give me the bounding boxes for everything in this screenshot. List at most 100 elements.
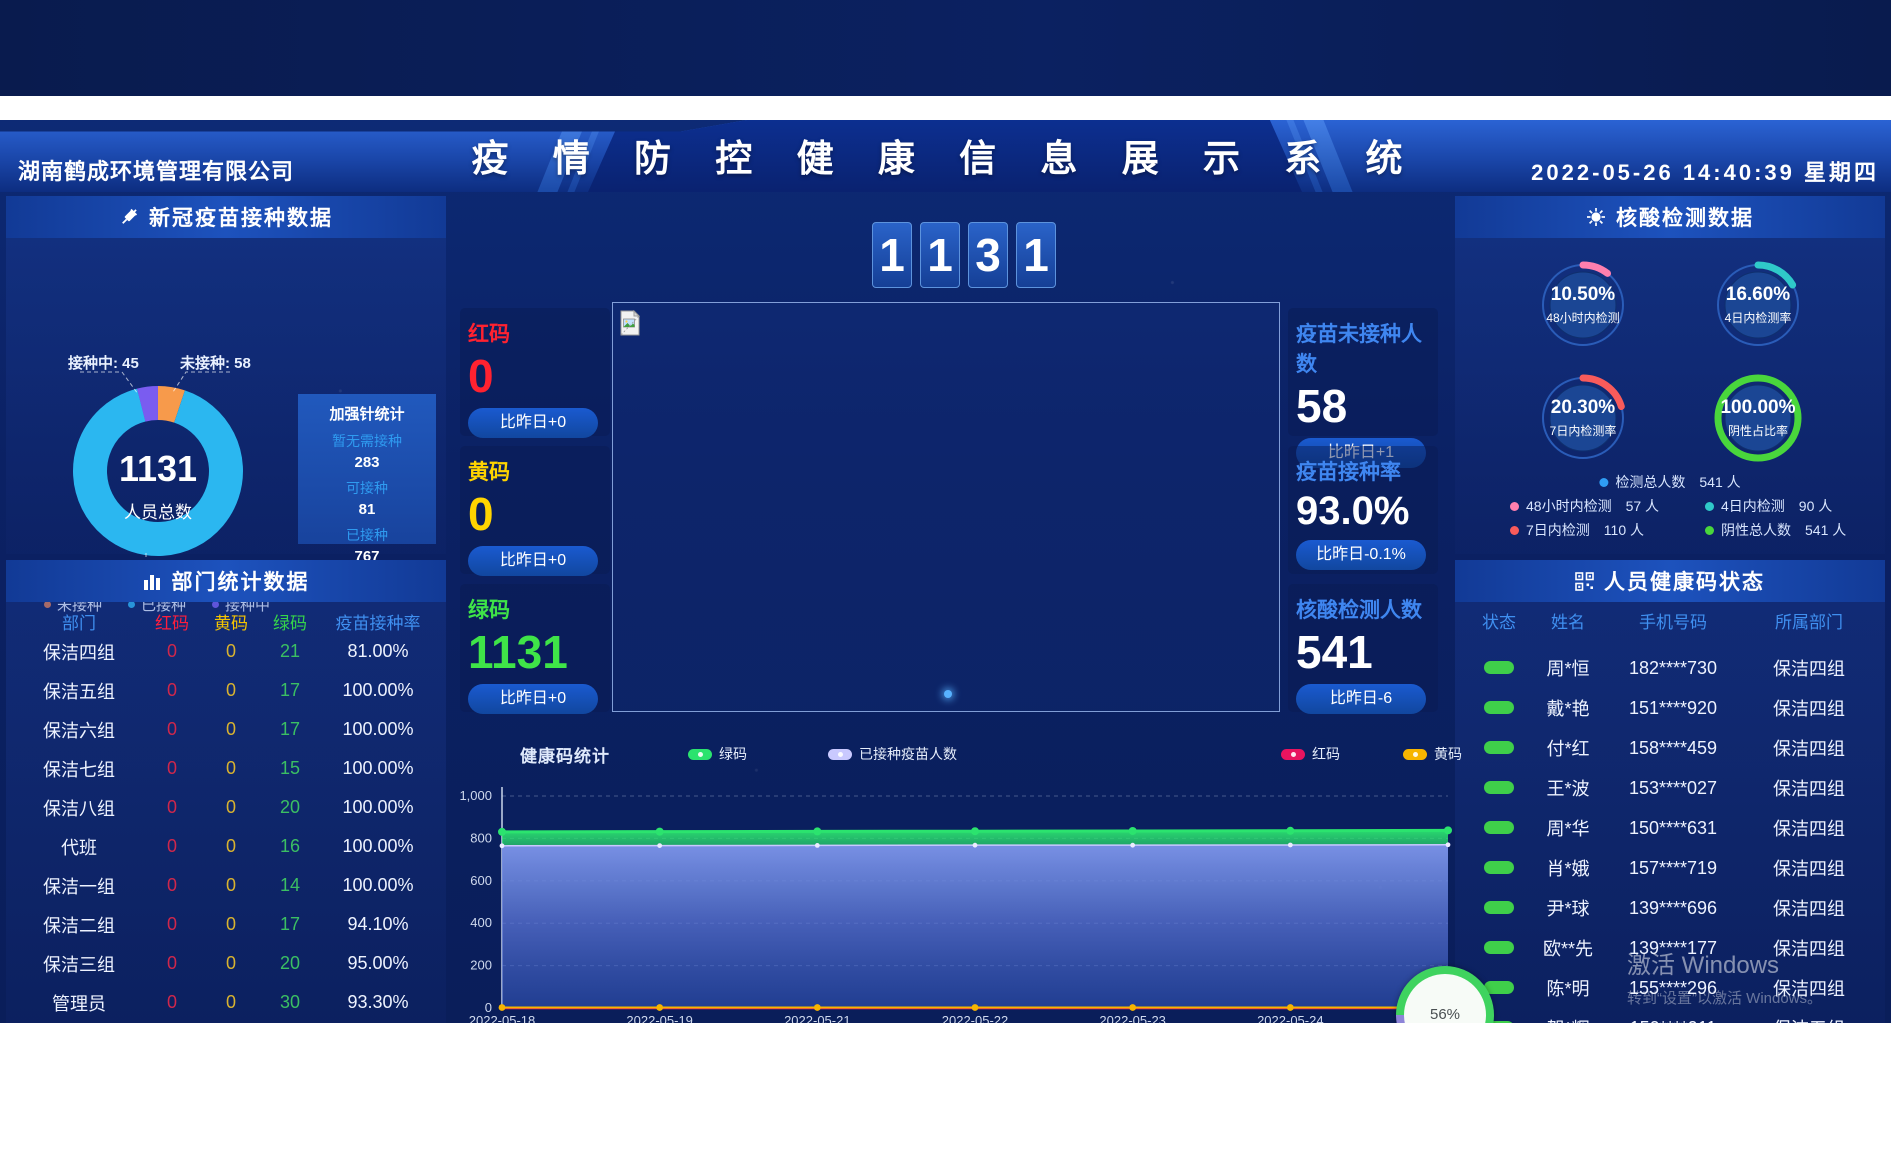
qr-code-icon [1575,571,1594,591]
dept-col-header: 红码 [155,613,189,633]
stat-card-yellow-code: 黄码 0 比昨日+0 [460,446,610,577]
health-phone-cell: 151****920 [1628,697,1718,718]
panel-dept-title: 部门统计数据 [171,571,310,594]
booster-items: 暂无需接种 283 可接种 81 已接种 767 [298,431,436,565]
nucleic-legend-item: 检测总人数 541 人 [1599,472,1741,492]
booster-item-value: 81 [358,501,376,518]
chart-legend-item-红码[interactable]: 红码 [1281,744,1340,764]
stat-card-red-code: 红码 0 比昨日+0 [460,308,610,439]
health-table-row: 肖*娥 157****719 保洁四组 [1455,848,1885,888]
booster-item-value: 283 [354,454,380,471]
dept-col-header: 黄码 [214,613,248,633]
badge-inner: 56% [1404,974,1486,1023]
chart-legend-item-绿码[interactable]: 绿码 [688,744,747,764]
page-title: 疫 情 防 控 健 康 信 息 展 示 系 统 [471,138,1420,179]
dept-col-header: 绿码 [273,613,307,633]
legend-label: 绿码 [719,746,747,762]
health-col-header: 所属部门 [1775,612,1843,632]
health-table-row: 陈*明 155****296 保洁四组 [1455,968,1885,1008]
green-status-pill [1484,860,1514,874]
dept-cell: 保洁一组 [43,876,115,897]
health-phone-cell: 155****296 [1628,977,1718,998]
legend-pill [1281,748,1305,760]
nucleic-legend-row: 检测总人数 541 人 [1455,472,1885,496]
dept-cell: 0 [225,953,236,973]
health-dept-cell: 保洁四组 [1773,739,1845,759]
gauge-value: 16.60% [1725,284,1791,305]
gauge-value: 10.50% [1550,284,1616,305]
dept-cell: 0 [166,641,177,661]
donut-total-value: 1131 [118,448,198,489]
health-table-row: 付*红 158****459 保洁四组 [1455,728,1885,768]
dept-cell: 17 [279,719,301,739]
chart-legend-item-已接种疫苗人数[interactable]: 已接种疫苗人数 [828,744,957,764]
map-location-dot [944,690,952,698]
green-status-pill [1484,1020,1514,1023]
legend-dot [212,601,220,608]
dept-cell: 保洁二组 [43,915,115,936]
health-status-cell [1455,738,1543,759]
dept-table-row: 管理员 0 0 30 93.30% [11,983,441,1022]
health-name-cell: 贺*辉 [1543,1015,1593,1023]
nucleic-legend-item: 阴性总人数 541 人 [1705,520,1846,540]
nucleic-legend-row: 48小时内检测 57 人 4日内检测 90 人 [1455,496,1885,520]
dept-cell: 94.10% [347,914,409,934]
stat-card-green-code: 绿码 1131 比昨日+0 [460,584,610,715]
svg-text:1,000: 1,000 [459,788,492,803]
legend-dot [44,601,51,608]
dept-cell: 15 [279,758,301,778]
legend-label: 红码 [1312,746,1340,762]
health-table-row: 戴*艳 151****920 保洁四组 [1455,688,1885,728]
stat-label: 疫苗接种率 [1296,461,1401,484]
panel-health-header: 人员健康码状态 [1455,560,1885,602]
svg-text:2022-05-24: 2022-05-24 [1257,1013,1324,1023]
health-dept-cell: 保洁四组 [1773,939,1845,959]
dept-cell: 代班 [61,837,97,858]
green-status-pill [1484,780,1514,794]
health-col-header: 状态 [1482,612,1516,632]
health-phone-cell: 158****459 [1628,737,1718,758]
dept-table-row: 保洁五组 0 0 17 100.00% [11,671,441,710]
dept-cell: 0 [166,680,177,700]
stat-value: 541 [1296,626,1373,678]
dept-table-body: 保洁四组 0 0 21 81.00% 保洁五组 0 0 17 100.00% 保洁六组 0 0 17 100… [11,632,441,1022]
health-phone-cell: 139****696 [1628,897,1718,918]
chart-legend-item-黄码[interactable]: 黄码 [1403,744,1462,764]
legend-label: 7日内检测 110 人 [1526,522,1644,538]
dept-col-header: 部门 [62,613,96,633]
nucleic-gauge-阴性占比率: 100.00% 阴性占比率 [1708,368,1808,468]
svg-text:2022-05-18: 2022-05-18 [469,1013,536,1023]
dept-cell: 0 [225,797,236,817]
legend-label: 阴性总人数 541 人 [1721,522,1847,538]
svg-text:2022-05-23: 2022-05-23 [1099,1013,1166,1023]
svg-text:200: 200 [470,958,492,973]
dept-cell: 0 [166,992,177,1012]
dept-cell: 保洁七组 [43,759,115,780]
broken-image-icon [620,310,640,336]
badge-unit: % [1446,1005,1461,1023]
green-status-pill [1484,980,1514,994]
health-dept-cell: 保洁四组 [1773,699,1845,719]
header-title-backdrop [588,120,1302,192]
svg-text:600: 600 [470,873,492,888]
dept-cell: 保洁八组 [43,798,115,819]
dept-cell: 保洁三组 [43,954,115,975]
panel-dept-header: 部门统计数据 [6,560,446,602]
counter-digit: 1 [920,222,960,288]
health-status-cell [1455,938,1543,959]
donut-segment-未接种 [73,386,243,556]
health-table-header: 状态 姓名 手机号码 所属部门 [1455,604,1885,636]
dept-cell: 0 [166,953,177,973]
legend-pill [688,748,712,760]
callout-unvaccinated: 未接种: 58 [180,355,251,372]
svg-text:0: 0 [485,1000,492,1015]
health-status-cell [1455,898,1543,919]
dept-cell: 0 [225,758,236,778]
stat-label: 红码 [468,323,510,346]
health-dept-cell: 保洁四组 [1773,859,1845,879]
dept-cell: 0 [166,719,177,739]
datetime-display: 2022-05-26 14:40:39 星期四 [1531,160,1879,185]
health-table-row: 王*波 153****027 保洁四组 [1455,768,1885,808]
health-table-row: 周*恒 182****730 保洁四组 [1455,648,1885,688]
